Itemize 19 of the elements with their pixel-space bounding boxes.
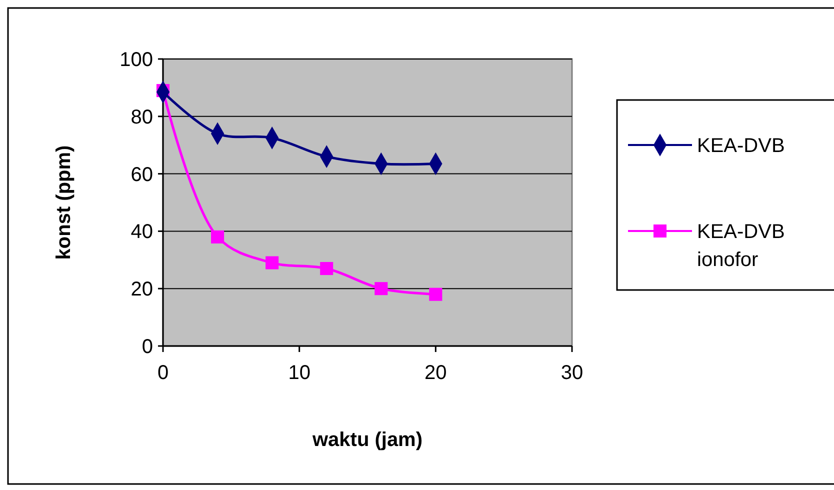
- y-tick-label: 60: [130, 164, 153, 186]
- x-tick-label: 10: [288, 362, 310, 384]
- point: [429, 288, 442, 301]
- point: [320, 262, 334, 276]
- point: [266, 256, 279, 270]
- y-tick-label: 80: [130, 106, 153, 128]
- legend-label: KEA-DVB ionofor: [697, 221, 785, 271]
- x-tick-label: 30: [560, 362, 584, 384]
- legend-label: KEA-DVB: [697, 135, 785, 157]
- point: [211, 230, 224, 244]
- y-tick-label: 40: [130, 221, 153, 244]
- x-axis-title: waktu (jam): [311, 429, 423, 451]
- y-tick-label: 0: [142, 336, 153, 358]
- x-tick-label: 20: [424, 362, 447, 384]
- y-axis-title: konst (ppm): [53, 145, 75, 260]
- y-tick-label: 100: [120, 49, 153, 71]
- x-tick-label: 0: [157, 362, 169, 384]
- point: [374, 282, 388, 296]
- y-tick-label: 20: [130, 278, 153, 301]
